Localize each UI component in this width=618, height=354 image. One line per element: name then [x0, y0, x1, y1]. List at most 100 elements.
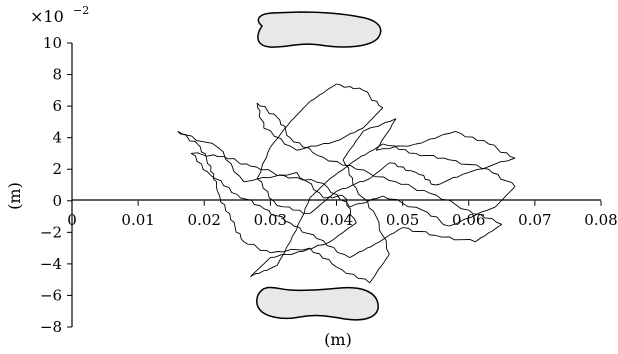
- trace-segment: [369, 254, 390, 284]
- trace-segment: [375, 118, 397, 151]
- trace-segment: [375, 216, 390, 255]
- trace-segment: [276, 205, 311, 214]
- trace-segment: [230, 219, 245, 243]
- trace-segment: [349, 195, 383, 208]
- trace-segment: [349, 243, 377, 258]
- trace-segment: [369, 162, 390, 180]
- trace-segment: [296, 197, 311, 230]
- trace-segment: [389, 162, 416, 173]
- trace-segment: [336, 83, 364, 91]
- trace-segment: [177, 131, 218, 148]
- trace-segment: [382, 195, 423, 211]
- x-tick-label: 0.08: [584, 211, 617, 229]
- foot-outline-top: [257, 11, 382, 48]
- trace-segment: [243, 241, 271, 254]
- trace-segment: [316, 154, 357, 170]
- y-multiplier: ×10 −2: [30, 4, 89, 26]
- trace-segment: [376, 143, 416, 151]
- trace-segment: [256, 102, 265, 129]
- trace-segment: [448, 206, 496, 227]
- y-tick-label: 0: [52, 192, 62, 210]
- trace-segment: [276, 116, 291, 139]
- trace-segment: [243, 171, 297, 183]
- trace-segment: [356, 168, 397, 183]
- trace-segment: [336, 127, 364, 142]
- trace-segment: [263, 127, 298, 151]
- x-tick-label: 0.02: [188, 211, 221, 229]
- trace-segment: [455, 130, 489, 145]
- trace-segment: [270, 247, 311, 254]
- y-tick-label: −6: [40, 286, 62, 304]
- trace-segment: [448, 159, 489, 170]
- trace-segment: [289, 222, 318, 239]
- trace-segment: [283, 175, 324, 184]
- x-axis-label: (m): [324, 330, 352, 349]
- trace-segment: [415, 153, 450, 161]
- trace-segment: [468, 157, 516, 173]
- x-tick-label: 0: [67, 211, 77, 229]
- trace-segment: [309, 247, 337, 268]
- y-tick-label: 10: [43, 34, 62, 52]
- trace-segment: [422, 209, 450, 227]
- trace-segment: [336, 178, 370, 192]
- x-tick-label: 0.05: [386, 211, 419, 229]
- trace-segment: [382, 143, 416, 154]
- trace-segment: [217, 146, 245, 183]
- trace-segment: [415, 130, 456, 145]
- trace-segment: [336, 266, 370, 284]
- x-tick-label: 0.06: [452, 211, 485, 229]
- trace-segment: [289, 137, 317, 156]
- trace-segment: [296, 172, 324, 198]
- trace-segment: [435, 235, 476, 243]
- y-tick-label: 4: [52, 129, 62, 147]
- trace-segment: [402, 227, 436, 236]
- trace-segment: [468, 209, 502, 225]
- trace-segment: [362, 107, 384, 129]
- y-tick-label: 6: [52, 97, 62, 115]
- trace-segment: [494, 186, 516, 208]
- foot-outline-bottom: [256, 286, 379, 321]
- trace-segment: [210, 175, 238, 195]
- y-multiplier-base: ×10: [30, 7, 64, 26]
- sway-trace: [177, 83, 516, 284]
- trace-segment: [316, 238, 350, 258]
- x-tick-label: 0.04: [320, 211, 353, 229]
- trace-segment: [270, 250, 304, 259]
- trace-segment: [190, 152, 225, 158]
- trace-segment: [270, 121, 291, 148]
- trace-segment: [309, 178, 331, 198]
- trace-segment: [256, 146, 271, 179]
- trace-segment: [236, 194, 265, 210]
- y-axis-label: (m): [5, 182, 24, 210]
- trace-segment: [256, 178, 278, 206]
- trace-segment: [362, 89, 384, 109]
- trace-segment: [289, 101, 311, 123]
- trace-segment: [250, 257, 271, 277]
- x-tick-label: 0.03: [254, 211, 287, 229]
- y-tick-label: −2: [40, 223, 62, 241]
- y-tick-label: −8: [40, 318, 62, 336]
- trace-segment: [296, 140, 337, 151]
- trace-segment: [256, 102, 278, 118]
- trace-segment: [415, 172, 436, 186]
- x-ticks: 0 0.01 0.02 0.03 0.04 0.05 0.06 0.07 0.08: [67, 200, 618, 229]
- trace-segment: [329, 222, 357, 243]
- trace-segment: [435, 171, 469, 186]
- y-tick-label: 8: [52, 66, 62, 84]
- trace-segment: [356, 143, 384, 161]
- trace-segment: [488, 143, 516, 159]
- trace-segment: [475, 224, 503, 243]
- trace-segment: [342, 131, 364, 161]
- y-tick-label: 2: [52, 160, 62, 178]
- x-tick-label: 0.07: [518, 211, 551, 229]
- trace-segment: [263, 208, 291, 224]
- trace-segment: [376, 227, 403, 244]
- trace-segment: [177, 131, 198, 145]
- x-tick-label: 0.01: [121, 211, 154, 229]
- trace-segment: [276, 228, 298, 266]
- trace-segment: [323, 194, 344, 199]
- y-multiplier-exponent: −2: [73, 4, 89, 17]
- trace-segment: [395, 181, 430, 194]
- y-tick-label: −4: [40, 255, 62, 273]
